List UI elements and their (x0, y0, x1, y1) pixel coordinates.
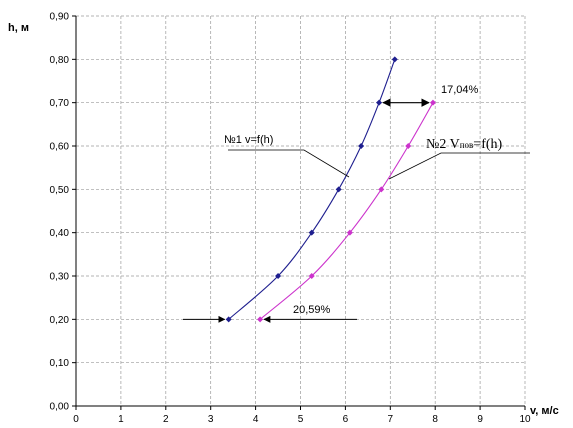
x-tick-label: 5 (298, 414, 304, 425)
y-tick-labels: 0,00 0,10 0,20 0,30 0,40 0,50 0,60 0,70 0,80 0,90 (50, 12, 70, 413)
series-1-label: №1 v=f(h) (224, 134, 273, 146)
series-1-point (335, 186, 342, 193)
series-2-point (257, 316, 264, 323)
x-tick-label: 1 (118, 414, 124, 425)
series-2-label-tail: =f(h) (473, 137, 502, 152)
y-axis-label: h, м (8, 22, 29, 34)
y-tick-label: 0,20 (50, 315, 70, 326)
x-tick-labels: 0 1 2 3 4 5 6 7 8 9 10 (73, 414, 531, 425)
series-2-label-main: №2 V (426, 137, 460, 152)
series-leader-lines (228, 149, 530, 180)
grid (76, 15, 526, 406)
x-tick-label: 4 (253, 414, 259, 425)
series-1-point (358, 143, 365, 149)
x-tick-label: 3 (208, 414, 214, 425)
y-tick-label: 0,40 (50, 228, 70, 239)
series-2-label-sub: пов (460, 140, 474, 150)
axes (72, 15, 526, 410)
series-2-line (259, 102, 434, 320)
annotations (183, 98, 430, 323)
series-2 (257, 99, 436, 323)
series-1 (225, 56, 398, 323)
series-1-point (308, 229, 315, 236)
series-1-point (275, 273, 282, 279)
series-2-point (405, 143, 412, 149)
y-tick-label: 0,50 (50, 185, 70, 196)
series-1-point (391, 56, 398, 63)
x-tick-label: 8 (432, 414, 438, 425)
series-1-point (376, 99, 383, 106)
series-2-point (308, 273, 315, 279)
y-tick-label: 0,70 (50, 98, 70, 109)
annotation-17-04: 17,04% (441, 84, 479, 96)
y-tick-label: 0,60 (50, 142, 70, 153)
series-2-point (429, 99, 436, 106)
series-1-leader-line (228, 149, 350, 178)
y-tick-label: 0,00 (50, 402, 70, 413)
y-tick-label: 0,10 (50, 358, 70, 369)
x-tick-label: 2 (163, 414, 169, 425)
x-tick-label: 6 (343, 414, 349, 425)
x-tick-label: 0 (73, 414, 79, 425)
x-axis-label: v, м/с (530, 405, 559, 417)
y-tick-label: 0,30 (50, 272, 70, 283)
series-1-point (225, 316, 232, 323)
y-tick-label: 0,80 (50, 55, 70, 66)
series-2-leader-line (388, 152, 530, 180)
x-tick-label: 9 (477, 414, 483, 425)
y-tick-label: 0,90 (50, 12, 70, 23)
annotation-20-59: 20,59% (293, 304, 331, 316)
series-2-label: №2 Vпов=f(h) (426, 137, 503, 152)
x-tick-label: 10 (519, 414, 531, 425)
series-2-point (346, 229, 353, 236)
x-tick-label: 7 (388, 414, 394, 425)
series-2-point (378, 186, 385, 193)
